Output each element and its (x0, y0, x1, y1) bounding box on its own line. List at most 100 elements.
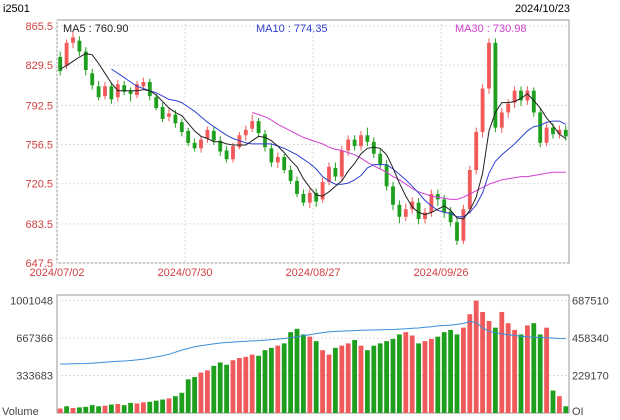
candle-body (307, 192, 312, 203)
oi-title: OI (572, 406, 584, 418)
oi-tick-label: 458340 (572, 333, 609, 345)
volume-bar (365, 350, 370, 413)
volume-bar (109, 404, 114, 413)
date-tick-label: 2024/08/27 (285, 267, 340, 279)
ma5-line (59, 53, 567, 220)
price-tick-label: 792.5 (25, 100, 53, 112)
volume-bar (96, 406, 101, 413)
candle-body (167, 113, 171, 117)
volume-bar (192, 377, 197, 413)
candle-body (295, 180, 299, 194)
candle-body (288, 170, 293, 181)
candle-body (224, 150, 229, 160)
candle-body (173, 114, 178, 124)
volume-bar (301, 334, 306, 413)
volume-bar (403, 332, 409, 413)
volume-bar (326, 354, 332, 413)
ma30-line (252, 111, 566, 200)
volume-bar (198, 372, 204, 413)
candle-body (544, 127, 549, 143)
candle-body (263, 134, 267, 148)
candle-body (71, 37, 75, 43)
volume-bar (461, 327, 466, 413)
candle-body (141, 81, 146, 87)
volume-bar (275, 345, 281, 413)
volume-bar (320, 350, 325, 413)
volume-bar (358, 345, 364, 413)
candle-body (96, 86, 101, 98)
candle-body (423, 212, 427, 219)
candle-body (493, 42, 498, 128)
candle-body (58, 56, 63, 72)
symbol-label: i2501 (3, 3, 30, 15)
volume-bar (249, 354, 255, 413)
candle-body (512, 90, 517, 103)
volume-bar (537, 334, 543, 413)
candle-body (77, 40, 82, 52)
candle-body (391, 186, 395, 205)
volume-bar (262, 350, 268, 413)
volume-bar (141, 402, 146, 413)
candle-body (269, 148, 274, 163)
candle-body (487, 42, 491, 89)
volume-panel-frame (56, 294, 570, 414)
volume-bar (435, 336, 441, 413)
candle-body (211, 130, 216, 141)
price-tick-label: 865.5 (25, 21, 53, 33)
candle-body (339, 150, 344, 177)
candle-body (506, 103, 511, 113)
price-tick-label: 756.5 (25, 139, 53, 151)
volume-bar (185, 379, 191, 413)
volume-bar (256, 355, 261, 413)
volume-bar (448, 329, 453, 413)
candle-body (352, 139, 357, 147)
date-tick-label: 2024/09/26 (413, 267, 468, 279)
volume-bar (128, 402, 133, 413)
candle-body (320, 182, 325, 200)
candle-body (378, 153, 383, 165)
volume-bar (480, 311, 485, 413)
volume-bar (153, 400, 159, 413)
candle-body (384, 164, 389, 187)
candle-body (461, 209, 466, 241)
volume-bar (371, 345, 377, 413)
candle-body (90, 73, 95, 86)
oi-tick-label: 229170 (572, 371, 609, 383)
candle-body (147, 81, 152, 97)
volume-bar (294, 328, 300, 413)
candle-body (346, 139, 351, 151)
candle-body (275, 156, 280, 163)
oi-tick-label: 687510 (572, 296, 609, 308)
volume-tick-label: 667366 (16, 333, 53, 345)
volume-bar (307, 336, 313, 413)
volume-bar (473, 300, 479, 413)
volume-bar (237, 357, 242, 413)
volume-bar (269, 347, 274, 413)
volume-bar (422, 341, 428, 413)
volume-bar (544, 327, 549, 413)
volume-bar (525, 325, 530, 413)
volume-bar (493, 327, 498, 413)
volume-bar (531, 323, 537, 413)
candle-body (186, 130, 191, 143)
volume-bar (345, 343, 351, 413)
volume-bar (563, 406, 569, 413)
volume-bar (147, 401, 153, 413)
ma10-legend: MA10 : 774.35 (256, 23, 328, 35)
price-tick-label: 683.5 (25, 219, 53, 231)
volume-bar (377, 343, 383, 413)
candle-body (531, 90, 536, 113)
ma5-legend: MA5 : 760.90 (63, 23, 128, 35)
volume-bar (512, 329, 517, 413)
candle-body (250, 121, 255, 129)
volume-bar (409, 335, 415, 413)
volume-bar (230, 360, 236, 413)
volume-bar (557, 396, 562, 413)
volume-bar (397, 334, 402, 413)
candle-body (416, 202, 421, 219)
date-tick-label: 2024/07/30 (157, 267, 212, 279)
candle-body (179, 122, 184, 132)
volume-bar (390, 338, 396, 413)
volume-bar (454, 334, 460, 413)
